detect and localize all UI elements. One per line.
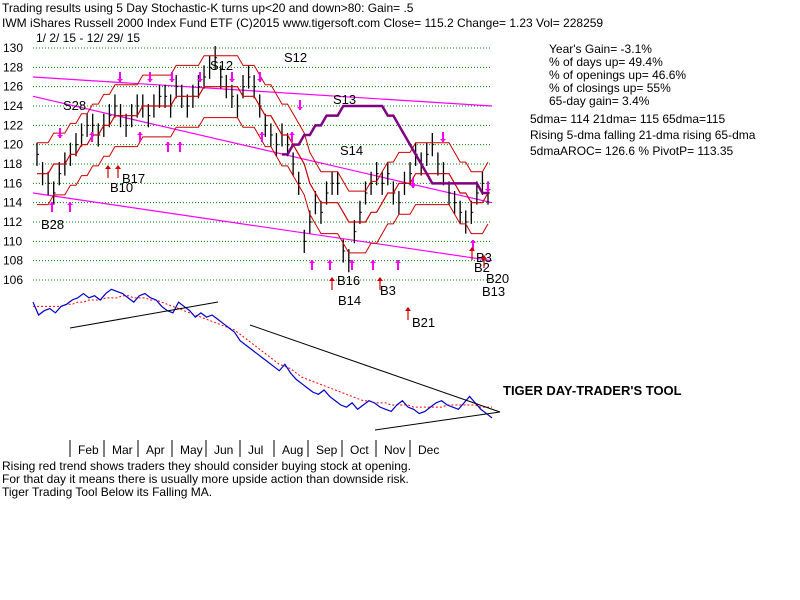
footer-line-2: For that day it means there is usually m…: [2, 472, 409, 486]
tool-ma-line: [33, 295, 492, 408]
month-label: Dec: [418, 443, 439, 457]
month-label: Oct: [350, 443, 369, 457]
stat-days-up: % of days up= 49.4%: [549, 55, 663, 69]
arrow-head: [229, 79, 235, 82]
signal-label: B21: [412, 315, 435, 330]
arrow-head: [177, 142, 183, 145]
stat-aroc-pivot: 5dmaAROC= 126.6 % PivotP= 113.35: [530, 144, 734, 158]
y-tick-label: 126: [3, 80, 23, 94]
signal-arrow-head: [405, 307, 411, 311]
signal-label: B13: [482, 284, 505, 299]
y-tick-label: 128: [3, 60, 23, 74]
arrow-head: [395, 260, 401, 263]
arrow-head: [485, 189, 491, 192]
y-tick-label: 120: [3, 138, 23, 152]
stat-closings-up: % of closings up= 55%: [549, 81, 671, 95]
signal-label: B10: [110, 180, 133, 195]
signal-label: B2: [474, 260, 490, 275]
stat-dma-trend: Rising 5-dma falling 21-dma rising 65-dm…: [530, 128, 756, 142]
y-tick-label: 112: [3, 215, 22, 229]
upper-band-line: [37, 55, 489, 192]
month-label: Mar: [112, 443, 133, 457]
arrow-head: [169, 79, 175, 82]
arrow-head: [410, 185, 416, 188]
month-label: May: [180, 443, 203, 457]
arrow-head: [309, 260, 315, 263]
arrow-head: [257, 79, 263, 82]
channel-line: [32, 76, 493, 107]
tool-trendline: [249, 324, 501, 413]
channel-line: [32, 95, 493, 204]
signal-label: S12: [284, 50, 307, 65]
arrow-head: [349, 260, 355, 263]
ma65-line: [281, 104, 488, 195]
month-label: Feb: [78, 443, 99, 457]
tool-line: [32, 288, 493, 419]
arrow-head: [289, 132, 295, 135]
signal-label: B16: [337, 273, 360, 288]
signal-arrow-head: [105, 165, 111, 169]
arrow-head: [147, 79, 153, 82]
arrow-head: [440, 139, 446, 142]
signal-arrow-head: [481, 255, 487, 259]
stat-65-day-gain: 65-day gain= 3.4%: [549, 94, 650, 108]
footer-line-1: Rising red trend shows traders they shou…: [2, 459, 411, 473]
y-tick-label: 106: [3, 273, 23, 287]
signal-label: S12: [210, 58, 233, 73]
y-tick-label: 122: [3, 118, 23, 132]
month-label: Jun: [214, 443, 233, 457]
signal-label: S28: [63, 98, 86, 113]
arrow-head: [370, 260, 376, 263]
tool-trendline: [69, 301, 219, 329]
y-tick-label: 110: [3, 234, 22, 248]
channel-line: [32, 192, 493, 262]
signal-label: B28: [41, 217, 64, 232]
y-tick-label: 130: [3, 41, 23, 55]
signal-arrow-head: [115, 165, 121, 169]
signal-label: S14: [340, 143, 363, 158]
signal-label: B3: [380, 283, 396, 298]
y-tick-label: 118: [3, 157, 22, 171]
arrow-head: [67, 202, 73, 205]
signal-arrow-head: [377, 277, 383, 281]
arrow-head: [297, 107, 303, 110]
stat-years-gain: Year's Gain= -3.1%: [549, 42, 652, 56]
arrow-head: [259, 132, 265, 135]
signal-label: S13: [333, 92, 356, 107]
arrow-head: [89, 132, 95, 135]
signal-label: B17: [122, 171, 145, 186]
month-label: Apr: [146, 443, 165, 457]
date-range: 1/ 2/ 15 - 12/ 29/ 15: [36, 31, 141, 45]
arrow-head: [57, 135, 63, 138]
y-tick-label: 108: [3, 254, 23, 268]
month-label: Jul: [248, 443, 263, 457]
arrow-head: [49, 202, 55, 205]
month-label: Sep: [316, 443, 338, 457]
y-tick-label: 116: [3, 176, 22, 190]
arrow-head: [165, 142, 171, 145]
arrow-head: [137, 132, 143, 135]
arrow-head: [197, 79, 203, 82]
footer-line-3: Tiger Trading Tool Below its Falling MA.: [2, 485, 213, 499]
month-label: Nov: [384, 443, 405, 457]
signal-arrow-head: [329, 277, 335, 281]
y-tick-label: 124: [3, 99, 23, 113]
signal-label: B14: [338, 293, 361, 308]
y-tick-label: 114: [3, 196, 22, 210]
header-title: Trading results using 5 Day Stochastic-K…: [2, 1, 414, 15]
price-chart: 130 128 126 124 122 120 118 116 114 112 110 108 106 S…: [3, 41, 509, 457]
header-ticker-line: IWM iShares Russell 2000 Index Fund ETF …: [2, 16, 604, 30]
stat-dma-values: 5dma= 114 21dma= 115 65dma=115: [530, 112, 726, 126]
tool-trendline: [374, 411, 501, 431]
arrow-head: [117, 79, 123, 82]
stat-openings-up: % of openings up= 46.6%: [549, 68, 687, 82]
month-label: Aug: [282, 443, 303, 457]
signal-arrow-head: [469, 247, 475, 251]
signal-label: B20: [486, 271, 509, 286]
arrow-head: [327, 260, 333, 263]
tool-title: TIGER DAY-TRADER'S TOOL: [503, 383, 682, 398]
arrow-head: [470, 240, 476, 243]
ma21-line: [37, 86, 489, 223]
